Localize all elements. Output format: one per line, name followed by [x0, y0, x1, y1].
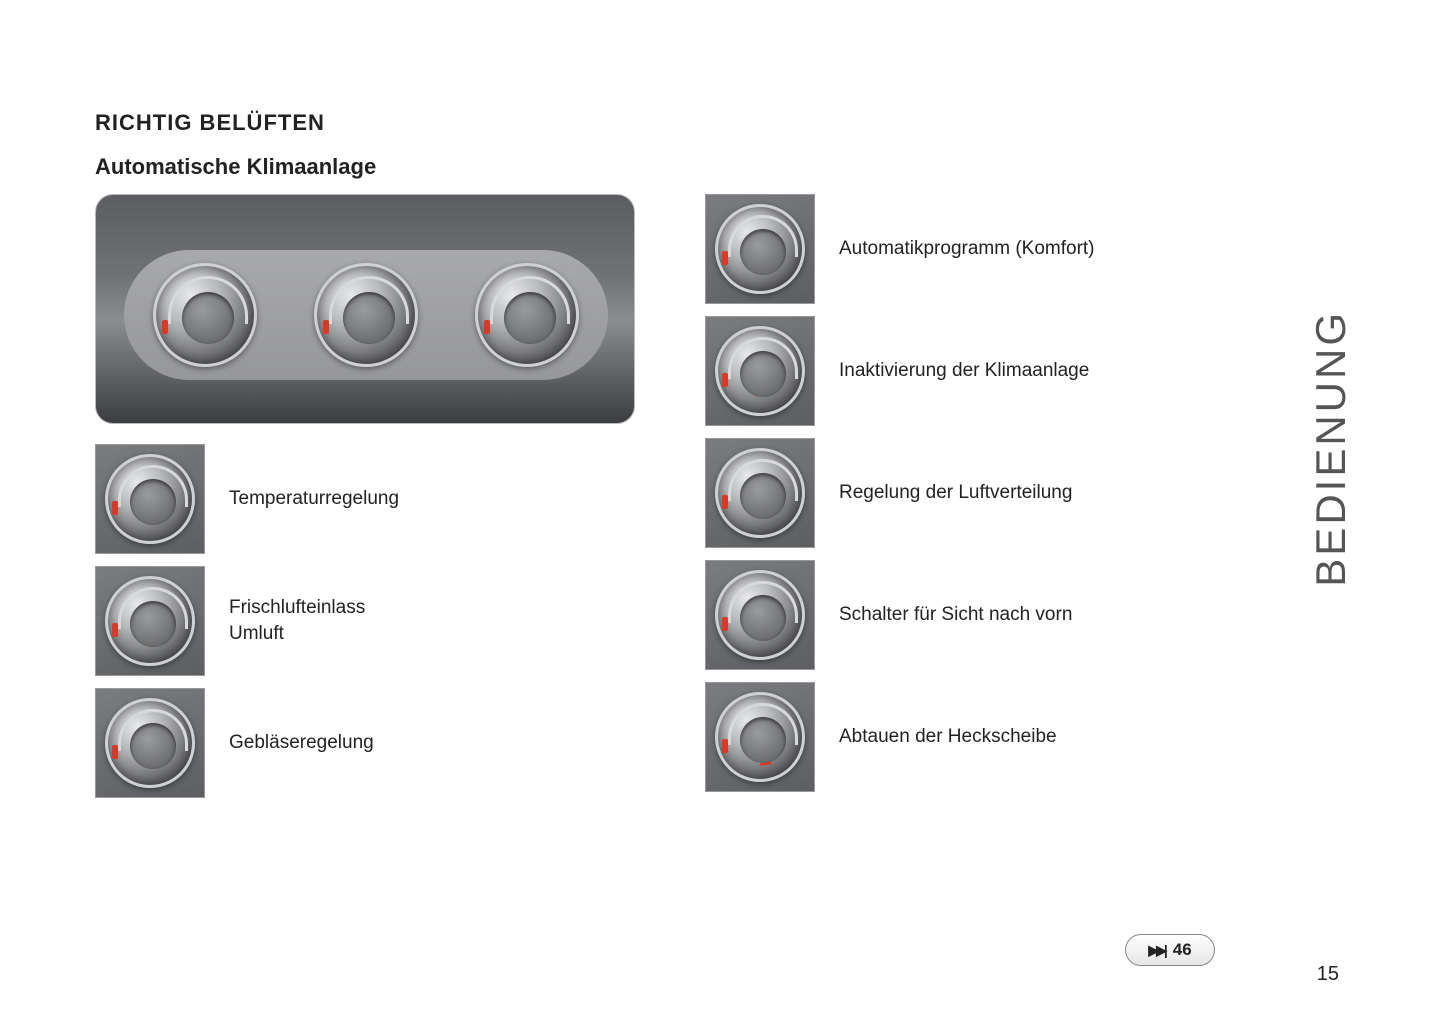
fast-forward-icon: ▶▶|: [1148, 942, 1164, 959]
control-label: Temperaturregelung: [229, 486, 399, 512]
control-thumbnail: [705, 682, 815, 792]
control-label: FrischlufteinlassUmluft: [229, 595, 365, 646]
control-item: Inaktivierung der Klimaanlage: [705, 316, 1185, 426]
control-label: Inaktivierung der Klimaanlage: [839, 358, 1089, 384]
control-thumbnail: [95, 566, 205, 676]
control-item: FrischlufteinlassUmluft: [95, 566, 655, 676]
section-tab: BEDIENUNG: [1307, 310, 1355, 587]
left-column: Temperaturregelung FrischlufteinlassUmluf…: [95, 194, 655, 810]
pointer-arrow-icon: [143, 626, 161, 647]
control-item: Gebläseregelung: [95, 688, 655, 798]
control-thumbnail: [705, 194, 815, 304]
control-item: Schalter für Sicht nach vorn: [705, 560, 1185, 670]
dial-icon: [105, 576, 195, 666]
page-reference-badge: ▶▶| 46: [1125, 934, 1215, 966]
control-thumbnail: [95, 688, 205, 798]
content-columns: Temperaturregelung FrischlufteinlassUmluf…: [95, 194, 1195, 810]
left-item-list: Temperaturregelung FrischlufteinlassUmluf…: [95, 444, 655, 798]
control-item: Regelung der Luftverteilung: [705, 438, 1185, 548]
manual-page: RICHTIG BELÜFTEN Automatische Klimaanlag…: [95, 110, 1195, 810]
dial-icon: [105, 698, 195, 788]
dial-icon: [715, 692, 805, 782]
page-heading: RICHTIG BELÜFTEN: [95, 110, 1195, 136]
control-item: Temperaturregelung: [95, 444, 655, 554]
control-label: Automatikprogramm (Komfort): [839, 236, 1095, 262]
dial-icon: [715, 326, 805, 416]
right-column: Automatikprogramm (Komfort) Inaktivierung…: [705, 194, 1185, 810]
fan-dial-icon: [314, 263, 418, 367]
dial-icon: [715, 570, 805, 660]
right-item-list: Automatikprogramm (Komfort) Inaktivierung…: [705, 194, 1185, 792]
control-label: Schalter für Sicht nach vorn: [839, 602, 1072, 628]
airflow-dial-icon: [475, 263, 579, 367]
control-thumbnail: [95, 444, 205, 554]
dial-icon: [105, 454, 195, 544]
page-number: 15: [1317, 963, 1339, 986]
pointer-arrow-icon: [744, 375, 765, 397]
pointer-arrow-icon: [758, 746, 772, 765]
page-subheading: Automatische Klimaanlage: [95, 154, 1195, 180]
control-thumbnail: [705, 438, 815, 548]
control-label: Regelung der Luftverteilung: [839, 480, 1072, 506]
dial-icon: [715, 448, 805, 538]
control-item: Abtauen der Heckscheibe: [705, 682, 1185, 792]
control-thumbnail: [705, 560, 815, 670]
hero-photo: [95, 194, 635, 424]
temperature-dial-icon: [153, 263, 257, 367]
control-thumbnail: [705, 316, 815, 426]
page-reference-number: 46: [1173, 940, 1192, 960]
climate-panel: [124, 250, 608, 380]
dial-icon: [715, 204, 805, 294]
control-label: Gebläseregelung: [229, 730, 374, 756]
control-item: Automatikprogramm (Komfort): [705, 194, 1185, 304]
control-label: Abtauen der Heckscheibe: [839, 724, 1057, 750]
